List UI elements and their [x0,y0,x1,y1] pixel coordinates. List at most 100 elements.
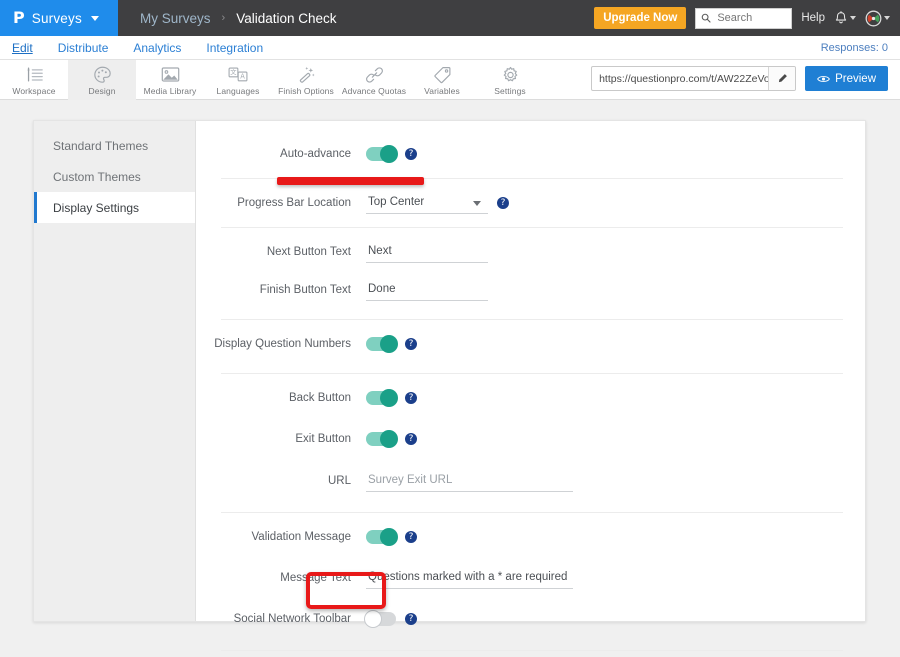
next-button-text-label: Next Button Text [266,246,351,258]
row-social-network-toolbar: Social Network Toolbar ? [196,604,865,634]
toolbar-item-label: Variables [424,86,460,96]
toolbar-item-finish-options[interactable]: Finish Options [272,60,340,100]
tab-analytics[interactable]: Analytics [133,40,182,55]
help-icon[interactable]: ? [405,148,417,160]
avatar-icon [865,10,882,26]
display-question-numbers-toggle[interactable] [366,335,398,353]
social-network-toolbar-label: Social Network Toolbar [233,613,351,625]
progress-bar-location-label: Progress Bar Location [237,197,351,209]
image-icon [161,65,180,84]
workspace-icon [25,65,44,84]
help-icon[interactable]: ? [405,338,417,350]
breadcrumb: My Surveys › Validation Check [118,11,337,26]
sidebar-item-label: Standard Themes [53,138,149,153]
progress-bar-location-value[interactable] [366,192,488,214]
section-nav: Edit Distribute Analytics Integration Re… [0,36,900,60]
gear-icon [501,65,520,84]
toolbar-item-label: Advance Quotas [341,86,407,96]
chevron-down-icon [850,16,856,20]
svg-text:文: 文 [230,68,237,77]
toolbar-item-label: Workspace [12,86,56,96]
toolbar-item-media-library[interactable]: Media Library [136,60,204,100]
exit-url-label: URL [327,475,351,487]
display-question-numbers-label: Display Question Numbers [214,338,351,350]
sidebar-item-standard-themes[interactable]: Standard Themes [34,130,195,161]
sidebar-item-custom-themes[interactable]: Custom Themes [34,161,195,192]
help-icon[interactable]: ? [405,433,417,445]
editor-toolbar: Workspace Design [0,60,900,100]
edit-url-button[interactable] [768,67,796,90]
search-input[interactable] [715,11,787,25]
survey-url-box[interactable]: https://questionpro.com/t/AW22ZeVoL [591,66,797,91]
surveys-menu[interactable]: P Surveys [0,0,118,36]
sidebar-item-label: Display Settings [53,200,140,215]
translate-icon: 文 A [228,65,248,84]
breadcrumb-my-surveys[interactable]: My Surveys [140,10,211,26]
divider [221,178,843,179]
theme-sidebar: Standard Themes Custom Themes Display Se… [34,121,196,621]
row-message-text: Message Text [196,563,865,593]
magic-wand-icon [297,65,316,84]
responses-count: Responses: 0 [820,41,888,54]
toolbar-item-settings[interactable]: Settings [476,60,544,100]
breadcrumb-current: Validation Check [236,10,337,26]
chevron-down-icon [90,15,99,21]
annotation-underline-auto-advance [277,177,424,185]
divider [221,373,843,374]
help-icon[interactable]: ? [405,613,417,625]
account-menu[interactable] [865,10,890,27]
preview-button[interactable]: Preview [805,66,888,91]
help-icon[interactable]: ? [497,197,509,209]
upgrade-now-button[interactable]: Upgrade Now [594,6,687,30]
questionpro-logo-icon: P [13,8,25,27]
finish-button-text-input[interactable] [366,279,488,301]
link-chain-icon [365,65,384,84]
toolbar-item-languages[interactable]: 文 A Languages [204,60,272,100]
finish-button-text-label: Finish Button Text [259,284,351,296]
progress-bar-location-select[interactable] [366,192,488,214]
help-link[interactable]: Help [801,12,825,24]
toolbar-item-design[interactable]: Design [68,60,136,100]
top-bar-actions: Upgrade Now Help [594,0,890,36]
sidebar-item-display-settings[interactable]: Display Settings [34,192,195,223]
help-icon[interactable]: ? [405,531,417,543]
notifications-menu[interactable] [834,10,856,26]
toolbar-item-label: Settings [494,86,526,96]
eye-icon [817,75,831,82]
next-button-text-input[interactable] [366,241,488,263]
row-exit-url: URL [196,466,865,496]
survey-url-area: https://questionpro.com/t/AW22ZeVoL Prev… [591,66,888,91]
row-progress-bar-location: Progress Bar Location ? [196,188,865,218]
row-next-button-text: Next Button Text [196,237,865,267]
search-icon [702,13,711,23]
survey-url-text: https://questionpro.com/t/AW22ZeVoL [599,72,769,85]
toolbar-item-label: Finish Options [278,86,334,96]
message-text-input[interactable] [366,567,573,589]
toolbar-item-advance-quotas[interactable]: Advance Quotas [340,60,408,100]
back-button-toggle[interactable] [366,389,398,407]
validation-message-toggle[interactable] [366,528,398,546]
back-button-label: Back Button [288,392,351,404]
breadcrumb-separator-icon: › [221,12,226,24]
exit-url-input[interactable] [366,470,573,492]
validation-message-label: Validation Message [251,531,351,543]
auto-advance-label: Auto-advance [280,148,351,160]
help-icon[interactable]: ? [405,392,417,404]
search-box[interactable] [695,7,793,29]
toolbar-item-workspace[interactable]: Workspace [0,60,68,100]
toolbar-item-label: Design [88,86,116,96]
tab-distribute[interactable]: Distribute [57,40,109,55]
row-display-question-numbers: Display Question Numbers ? [196,329,865,359]
tab-edit[interactable]: Edit [12,40,33,55]
svg-text:A: A [240,73,245,81]
toolbar-item-label: Languages [216,86,260,96]
exit-button-label: Exit Button [295,433,351,445]
toolbar-item-variables[interactable]: Variables [408,60,476,100]
auto-advance-toggle[interactable] [366,145,398,163]
divider [221,227,843,228]
row-back-button: Back Button ? [196,383,865,413]
exit-button-toggle[interactable] [366,430,398,448]
social-network-toolbar-toggle[interactable] [364,610,396,628]
display-settings-form: Auto-advance ? Progress Bar Location ? [196,121,865,651]
tab-integration[interactable]: Integration [206,40,264,55]
